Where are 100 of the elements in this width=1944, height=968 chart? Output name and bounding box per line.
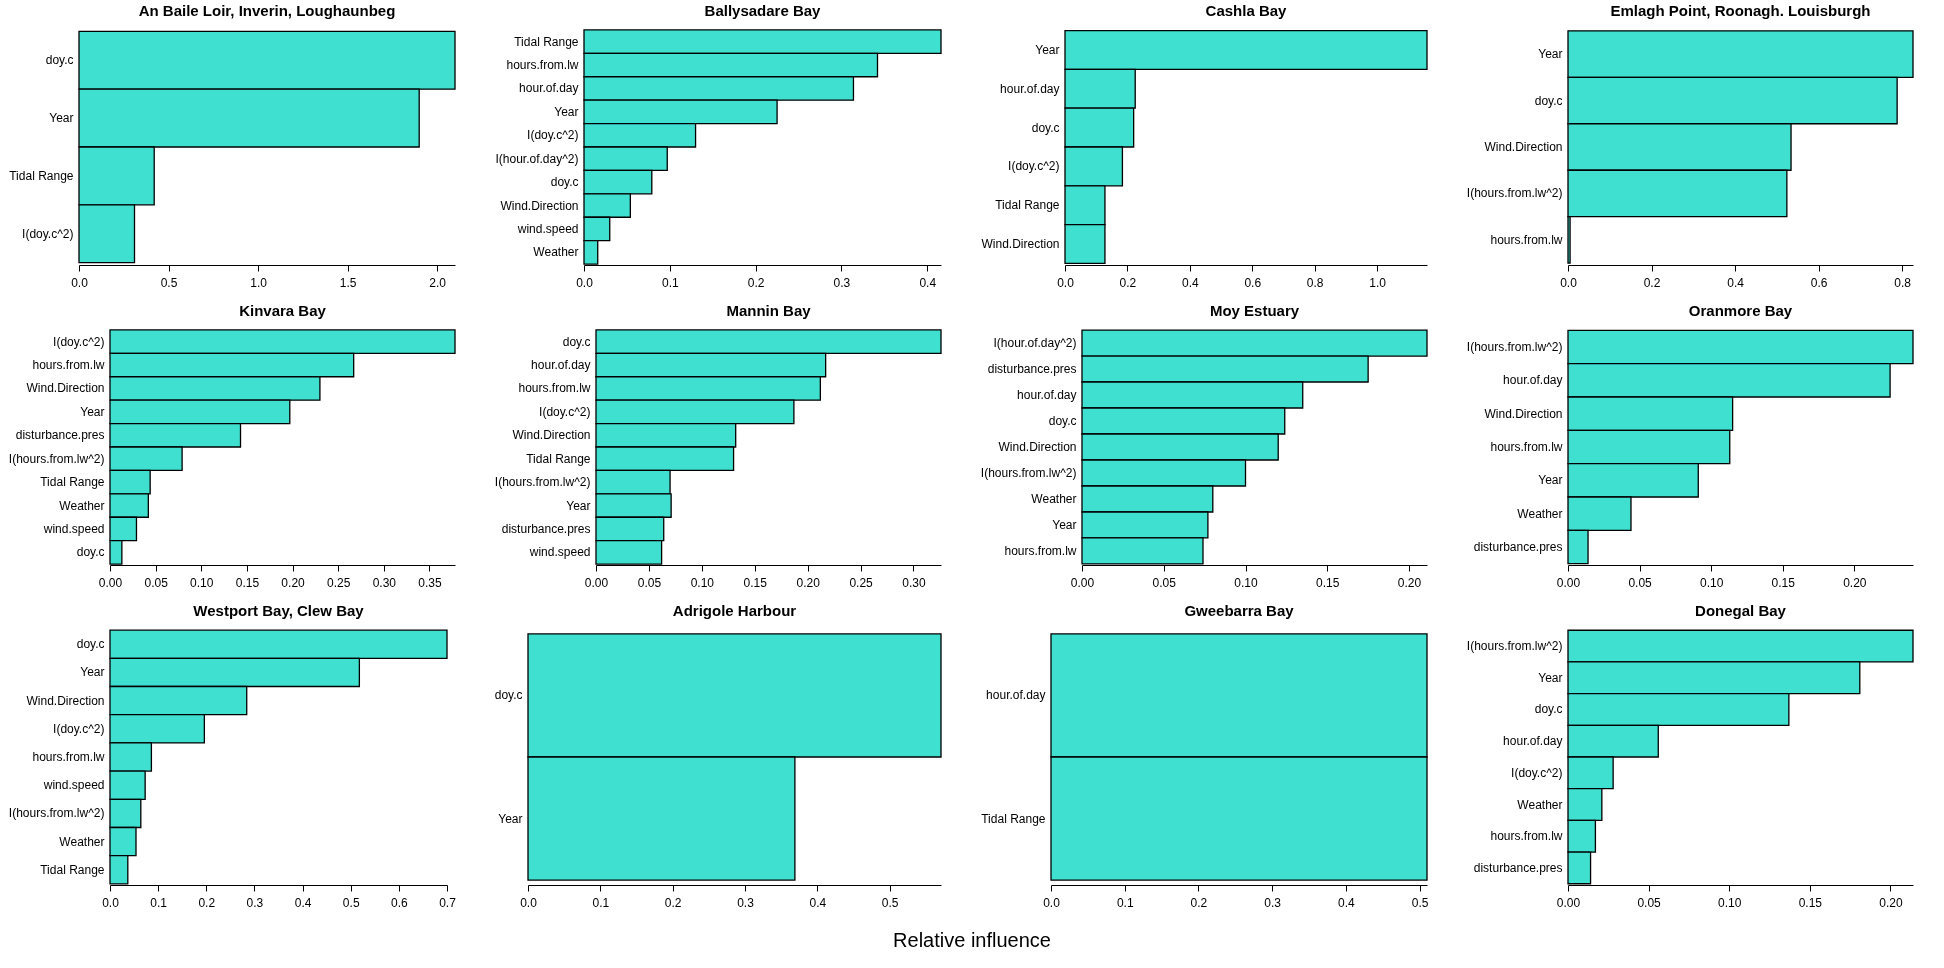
y-tick-label: doy.c bbox=[1534, 702, 1563, 717]
x-tick-label: 0.2 bbox=[198, 895, 216, 910]
x-tick-label: 0.15 bbox=[743, 575, 768, 590]
x-tick-label: 0.0 bbox=[1560, 275, 1578, 290]
y-tick-label: Wind.Direction bbox=[512, 428, 591, 443]
x-tick-label: 0.15 bbox=[1771, 575, 1796, 590]
chart-title: Ballysadare Bay bbox=[704, 2, 822, 19]
x-tick-label: 0.2 bbox=[1119, 275, 1137, 290]
x-tick-label: 0.2 bbox=[1190, 895, 1208, 910]
x-tick-label: 0.30 bbox=[902, 575, 926, 590]
x-tick-label: 0.00 bbox=[98, 575, 123, 590]
y-tick-label: Weather bbox=[1031, 491, 1077, 506]
x-tick-label: 0.5 bbox=[1411, 895, 1429, 910]
y-tick-label: Wind.Direction bbox=[1484, 406, 1563, 421]
x-tick-label: 0.3 bbox=[246, 895, 264, 910]
y-tick-label: Wind.Direction bbox=[500, 198, 579, 213]
chart-title: Adrigole Harbour bbox=[672, 602, 797, 619]
x-tick-label: 0.35 bbox=[418, 575, 442, 590]
y-tick-label: doy.c bbox=[562, 334, 591, 349]
x-tick-label: 0.20 bbox=[1397, 575, 1422, 590]
y-tick-label: Tidal Range bbox=[995, 198, 1060, 213]
chart-title: Moy Estuary bbox=[1209, 302, 1300, 319]
y-tick-label: I(hours.from.lw^2) bbox=[8, 451, 105, 466]
y-tick-label: hour.of.day bbox=[531, 358, 591, 373]
x-tick-label: 0.8 bbox=[1306, 275, 1324, 290]
x-tick-label: 0.6 bbox=[391, 895, 409, 910]
y-tick-label: Year bbox=[1052, 517, 1077, 532]
y-tick-label: disturbance.pres bbox=[1473, 540, 1563, 554]
x-tick-label: 0.4 bbox=[809, 895, 827, 910]
y-tick-label: wind.speed bbox=[528, 545, 591, 560]
y-tick-label: I(doy.c^2) bbox=[527, 128, 579, 143]
y-tick-label: I(doy.c^2) bbox=[53, 721, 105, 736]
chart-title: Cashla Bay bbox=[1205, 2, 1288, 19]
x-tick-label: 0.00 bbox=[1556, 575, 1581, 590]
x-tick-label: 0.05 bbox=[1628, 575, 1653, 590]
x-tick-label: 0.0 bbox=[576, 275, 594, 290]
y-tick-label: Weather bbox=[59, 834, 105, 849]
x-tick-label: 0.0 bbox=[520, 895, 538, 910]
x-tick-label: 1.0 bbox=[1369, 275, 1387, 290]
x-tick-label: 0.5 bbox=[881, 895, 899, 910]
y-tick-label: wind.speed bbox=[42, 778, 105, 793]
x-tick-label: 0.20 bbox=[281, 575, 306, 590]
y-tick-label: Tidal Range bbox=[40, 862, 105, 877]
y-tick-label: Weather bbox=[1517, 506, 1563, 521]
x-tick-label: 0.6 bbox=[1810, 275, 1828, 290]
chart-title: Oranmore Bay bbox=[1688, 302, 1793, 319]
y-tick-label: Wind.Direction bbox=[1484, 140, 1563, 154]
y-tick-label: Weather bbox=[1517, 797, 1563, 812]
y-tick-label: I(hours.from.lw^2) bbox=[980, 465, 1077, 480]
y-tick-label: hours.from.lw bbox=[32, 750, 105, 764]
y-tick-label: Weather bbox=[533, 245, 579, 260]
y-tick-label: wind.speed bbox=[516, 221, 579, 236]
y-tick-label: hour.of.day bbox=[519, 81, 579, 96]
x-tick-label: 0.0 bbox=[102, 895, 120, 910]
x-tick-label: 0.4 bbox=[294, 895, 312, 910]
x-tick-label: 0.4 bbox=[1727, 275, 1745, 290]
x-tick-label: 0.00 bbox=[1070, 575, 1095, 590]
y-tick-label: I(doy.c^2) bbox=[539, 404, 591, 419]
y-tick-label: doy.c bbox=[1048, 414, 1077, 429]
y-tick-label: Year bbox=[80, 665, 105, 680]
x-tick-label: 0.7 bbox=[439, 895, 457, 910]
x-tick-label: 0.10 bbox=[690, 575, 715, 590]
x-tick-label: 0.3 bbox=[833, 275, 851, 290]
x-tick-label: 0.05 bbox=[1152, 575, 1177, 590]
chart-title: Mannin Bay bbox=[726, 302, 812, 319]
x-tick-label: 0.6 bbox=[1244, 275, 1262, 290]
x-axis-title: Relative influence bbox=[892, 928, 1052, 953]
y-tick-label: hour.of.day bbox=[1000, 81, 1060, 96]
y-tick-label: hours.from.lw bbox=[506, 58, 579, 73]
y-tick-label: Tidal Range bbox=[526, 451, 591, 466]
x-tick-label: 0.05 bbox=[1637, 895, 1662, 910]
y-tick-label: disturbance.pres bbox=[501, 521, 591, 536]
chart-title: Donegal Bay bbox=[1695, 602, 1787, 619]
x-tick-label: 0.00 bbox=[1556, 895, 1581, 910]
x-tick-label: 0.0 bbox=[1057, 275, 1075, 290]
x-tick-label: 0.05 bbox=[637, 575, 662, 590]
y-tick-label: Wind.Direction bbox=[26, 693, 105, 708]
y-tick-label: I(hours.from.lw^2) bbox=[1466, 340, 1563, 354]
y-tick-label: doy.c bbox=[1534, 93, 1563, 108]
x-tick-label: 0.3 bbox=[737, 895, 755, 910]
y-tick-label: Wind.Direction bbox=[26, 381, 105, 396]
chart-title: Westport Bay, Clew Bay bbox=[193, 602, 365, 619]
y-tick-label: I(hour.of.day^2) bbox=[495, 151, 579, 166]
x-tick-label: 0.4 bbox=[1181, 275, 1199, 290]
chart-title: Emlagh Point, Roonagh. Louisburgh bbox=[1610, 2, 1871, 19]
y-tick-label: hours.from.lw bbox=[1004, 543, 1077, 558]
y-tick-label: Year bbox=[1538, 473, 1563, 488]
chart-title: Kinvara Bay bbox=[239, 302, 327, 319]
y-tick-label: hours.from.lw bbox=[1490, 232, 1563, 247]
y-tick-label: Year bbox=[1538, 670, 1563, 685]
y-tick-label: I(hours.from.lw^2) bbox=[8, 806, 105, 821]
y-tick-label: Year bbox=[1538, 47, 1563, 62]
x-tick-label: 0.5 bbox=[342, 895, 360, 910]
x-tick-label: 0.25 bbox=[326, 575, 351, 590]
x-tick-label: 0.0 bbox=[71, 275, 89, 290]
x-tick-label: 1.0 bbox=[250, 275, 268, 290]
y-tick-label: doy.c bbox=[45, 53, 74, 68]
y-tick-label: Year bbox=[80, 404, 105, 419]
x-tick-label: 0.15 bbox=[235, 575, 260, 590]
y-tick-label: hour.of.day bbox=[1503, 373, 1563, 388]
